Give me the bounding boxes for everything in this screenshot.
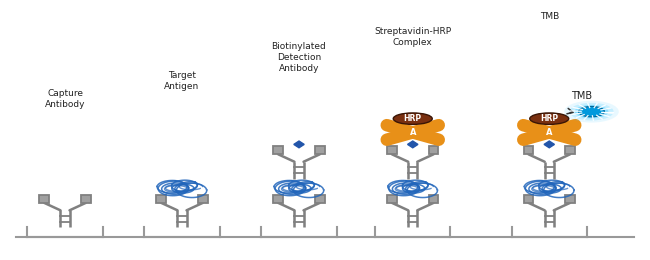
FancyBboxPatch shape — [566, 195, 575, 203]
FancyBboxPatch shape — [315, 146, 325, 154]
Circle shape — [564, 101, 619, 122]
FancyBboxPatch shape — [429, 146, 439, 154]
Text: Capture
Antibody: Capture Antibody — [45, 89, 85, 109]
Polygon shape — [408, 141, 418, 148]
FancyBboxPatch shape — [387, 195, 396, 203]
Text: HRP: HRP — [404, 114, 422, 123]
Polygon shape — [544, 141, 554, 148]
Text: TMB: TMB — [571, 91, 592, 101]
Ellipse shape — [393, 113, 432, 124]
FancyBboxPatch shape — [81, 195, 91, 203]
FancyBboxPatch shape — [40, 195, 49, 203]
FancyBboxPatch shape — [274, 195, 283, 203]
FancyBboxPatch shape — [387, 146, 396, 154]
Circle shape — [578, 106, 604, 117]
FancyBboxPatch shape — [198, 195, 208, 203]
Circle shape — [569, 103, 614, 120]
FancyBboxPatch shape — [524, 146, 534, 154]
FancyBboxPatch shape — [315, 195, 325, 203]
Text: Biotinylated
Detection
Antibody: Biotinylated Detection Antibody — [272, 42, 326, 73]
FancyBboxPatch shape — [274, 146, 283, 154]
Polygon shape — [294, 141, 304, 148]
Ellipse shape — [530, 113, 569, 124]
FancyBboxPatch shape — [566, 146, 575, 154]
Text: A: A — [410, 128, 416, 137]
Circle shape — [575, 105, 608, 118]
FancyBboxPatch shape — [429, 195, 439, 203]
Text: HRP: HRP — [540, 114, 558, 123]
Text: TMB: TMB — [540, 12, 559, 21]
FancyBboxPatch shape — [524, 195, 534, 203]
Text: Target
Antigen: Target Antigen — [164, 71, 200, 91]
Text: A: A — [546, 128, 552, 137]
FancyBboxPatch shape — [157, 195, 166, 203]
Text: Streptavidin-HRP
Complex: Streptavidin-HRP Complex — [374, 27, 451, 47]
